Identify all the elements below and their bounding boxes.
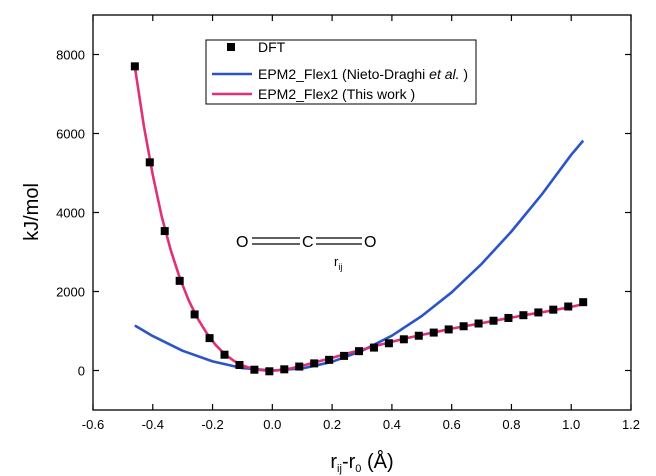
- x-tick-label: 0.4: [383, 417, 401, 432]
- co2-molecule-annotation: O C O rij: [236, 234, 376, 272]
- dft-point: [489, 316, 498, 325]
- dft-point: [340, 351, 349, 360]
- legend-label-flex2: EPM2_Flex2 (This work ): [258, 86, 415, 102]
- y-tick-label: 2000: [56, 285, 85, 300]
- dft-point: [459, 322, 468, 331]
- y-tick-label: 6000: [56, 127, 85, 142]
- dft-point: [295, 362, 304, 371]
- dft-point: [579, 298, 588, 307]
- y-tick-label: 8000: [56, 48, 85, 63]
- x-tick-label: 0.8: [502, 417, 520, 432]
- dft-point: [175, 276, 184, 285]
- y-tick-label: 0: [78, 364, 85, 379]
- dft-point: [130, 62, 139, 71]
- x-tick-labels: -0.6 -0.4 -0.2 0.0 0.2 0.4 0.6 0.8 1.0 1.2: [82, 417, 640, 432]
- molecule-bond-label: rij: [334, 254, 342, 272]
- dft-point: [235, 360, 244, 369]
- dft-point: [355, 347, 364, 356]
- dft-point: [399, 335, 408, 344]
- dft-point: [190, 310, 199, 319]
- dft-point: [205, 334, 214, 343]
- x-tick-label: 1.2: [622, 417, 640, 432]
- series-line-flex2: [133, 66, 584, 372]
- dft-point: [369, 343, 378, 352]
- dft-point: [160, 227, 169, 236]
- x-tick-label: 0.2: [323, 417, 341, 432]
- dft-point: [549, 305, 558, 314]
- x-axis-title: rij-r0 (Å): [330, 450, 393, 475]
- dft-point: [444, 325, 453, 334]
- x-tick-label: 1.0: [562, 417, 580, 432]
- dft-point: [474, 319, 483, 328]
- molecule-atom-o-left: O: [236, 234, 248, 251]
- legend-label-dft: DFT: [258, 39, 286, 55]
- dft-point: [414, 331, 423, 340]
- x-tick-label: 0.6: [443, 417, 461, 432]
- x-tick-label: 0.0: [263, 417, 281, 432]
- x-tick-label: -0.6: [82, 417, 104, 432]
- dft-point: [384, 339, 393, 348]
- y-tick-labels: 0 2000 4000 6000 8000: [56, 48, 85, 379]
- dft-point: [280, 365, 289, 374]
- dft-point: [325, 355, 334, 364]
- dft-point: [145, 158, 154, 167]
- y-axis-title: kJ/mol: [21, 183, 43, 241]
- series-line-flex1: [134, 139, 585, 372]
- x-tick-label: -0.2: [201, 417, 223, 432]
- series-layer: [130, 62, 588, 376]
- dft-point: [504, 313, 513, 322]
- molecule-atom-c: C: [302, 234, 314, 251]
- y-tick-label: 4000: [56, 206, 85, 221]
- dft-point: [519, 311, 528, 320]
- axis-ticks: [92, 15, 632, 410]
- dft-point: [534, 308, 543, 317]
- dft-point: [310, 359, 319, 368]
- dft-point: [429, 328, 438, 337]
- dft-point: [564, 302, 573, 311]
- dft-point: [265, 367, 274, 376]
- x-tick-label: -0.4: [142, 417, 164, 432]
- dft-point: [220, 350, 229, 359]
- legend-marker-dft: [227, 43, 235, 51]
- legend: DFT EPM2_Flex1 (Nieto-Draghi et al. ) EP…: [205, 39, 477, 105]
- molecule-atom-o-right: O: [364, 234, 376, 251]
- dft-point: [250, 365, 259, 374]
- legend-label-flex1: EPM2_Flex1 (Nieto-Draghi et al. ): [258, 66, 468, 82]
